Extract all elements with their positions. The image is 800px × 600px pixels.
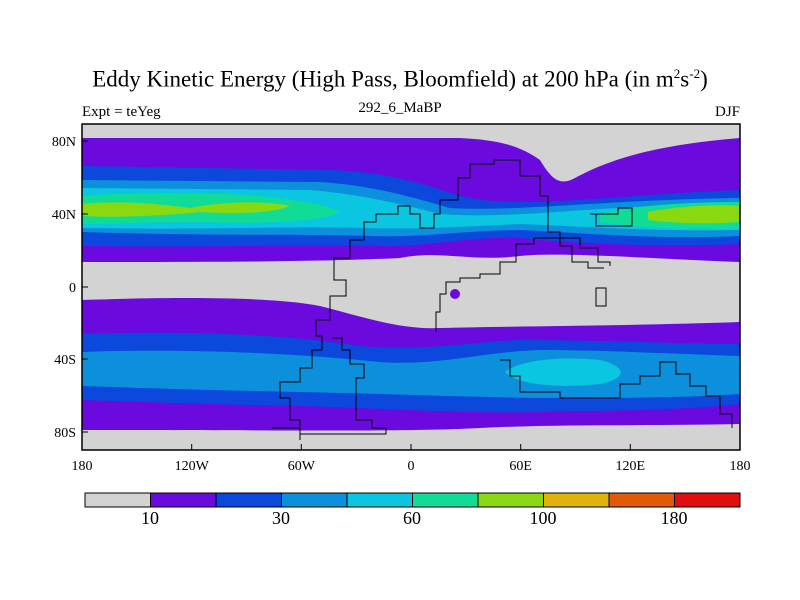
y-tick-label: 40S (54, 353, 76, 368)
outline-asia (590, 207, 633, 227)
colorbar-swatch (543, 492, 610, 508)
colorbar-labels: 10 30 60 100 180 (141, 508, 688, 528)
x-tick-label: 60W (288, 459, 316, 474)
x-tick-label: 60E (509, 459, 532, 474)
chart-subtitle: 292_6_MaBP (358, 100, 442, 116)
outline-island (595, 287, 607, 307)
colorbar-swatch (412, 492, 479, 508)
x-tick-label: 120W (175, 459, 210, 474)
y-tick-label: 40N (52, 208, 76, 223)
field-contours (82, 124, 740, 450)
y-axis: 80N 40N 0 40S 80S (52, 135, 88, 441)
y-tick-label: 80S (54, 426, 76, 441)
colorbar (84, 492, 741, 508)
colorbar-tick-label: 180 (661, 508, 688, 528)
colorbar-swatch (84, 492, 151, 508)
x-tick-label: 120E (616, 459, 646, 474)
colorbar-swatch (150, 492, 217, 508)
colorbar-swatch (346, 492, 413, 508)
x-tick-label: 0 (408, 459, 415, 474)
outline-southern-continents (272, 337, 387, 435)
x-tick-label: 180 (730, 459, 751, 474)
colorbar-swatch (281, 492, 348, 508)
contour-tropical-spot (450, 289, 460, 299)
outline-australia (500, 359, 733, 428)
colorbar-tick-label: 30 (272, 508, 290, 528)
colorbar-swatch (477, 492, 544, 508)
contour-nh-80-west (82, 202, 290, 217)
season-label: DJF (714, 104, 740, 120)
outline-africa (435, 237, 604, 332)
chart-title: Eddy Kinetic Energy (High Pass, Bloomfie… (92, 66, 708, 92)
x-tick-label: 180 (72, 459, 93, 474)
colorbar-tick-label: 100 (530, 508, 557, 528)
x-axis: 180 120W 60W 0 60E 120E 180 (72, 444, 751, 474)
colorbar-swatch (674, 492, 741, 508)
colorbar-tick-label: 10 (141, 508, 159, 528)
y-tick-label: 80N (52, 135, 76, 150)
outline-americas (279, 159, 611, 440)
contour-nh-80-east (648, 205, 740, 224)
colorbar-swatch (608, 492, 675, 508)
colorbar-tick-label: 60 (403, 508, 421, 528)
y-tick-label: 0 (69, 281, 76, 296)
experiment-label: Expt = teYeg (82, 104, 161, 120)
colorbar-swatch (215, 492, 282, 508)
land-outlines (272, 159, 733, 440)
contour-sh-45 (505, 358, 621, 386)
